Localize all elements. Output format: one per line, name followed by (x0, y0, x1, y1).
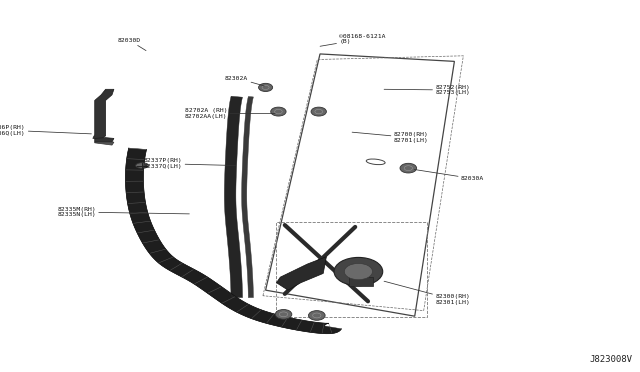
Text: 82752(RH)
82753(LH): 82752(RH) 82753(LH) (384, 84, 470, 96)
Circle shape (275, 310, 292, 319)
Text: 82700(RH)
82701(LH): 82700(RH) 82701(LH) (352, 132, 428, 143)
Text: 82335M(RH)
82335N(LH): 82335M(RH) 82335N(LH) (57, 206, 189, 218)
Text: 82030A: 82030A (414, 170, 484, 181)
Circle shape (334, 257, 383, 286)
Text: 82702A (RH)
82702AA(LH): 82702A (RH) 82702AA(LH) (184, 108, 275, 119)
Polygon shape (95, 138, 114, 142)
Circle shape (311, 107, 326, 116)
Polygon shape (225, 96, 243, 298)
Polygon shape (95, 142, 114, 145)
Circle shape (259, 83, 273, 92)
Polygon shape (276, 257, 326, 290)
Circle shape (344, 263, 372, 280)
Text: 82337P(RH)
82337Q(LH): 82337P(RH) 82337Q(LH) (143, 158, 236, 169)
Circle shape (400, 163, 417, 173)
Polygon shape (93, 89, 114, 138)
Text: 82300(RH)
82301(LH): 82300(RH) 82301(LH) (384, 281, 470, 305)
Circle shape (271, 107, 286, 116)
Text: 82302A: 82302A (225, 76, 264, 86)
Circle shape (308, 311, 325, 320)
Text: 82030D: 82030D (118, 38, 146, 51)
Bar (349, 277, 373, 286)
Text: 82336P(RH)
82336Q(LH): 82336P(RH) 82336Q(LH) (0, 125, 92, 136)
Text: ©08168-6121A
(B): ©08168-6121A (B) (320, 33, 386, 46)
Bar (276, 222, 427, 317)
Polygon shape (242, 96, 253, 298)
Text: J823008V: J823008V (589, 355, 632, 364)
Ellipse shape (136, 163, 148, 168)
Polygon shape (125, 148, 341, 334)
